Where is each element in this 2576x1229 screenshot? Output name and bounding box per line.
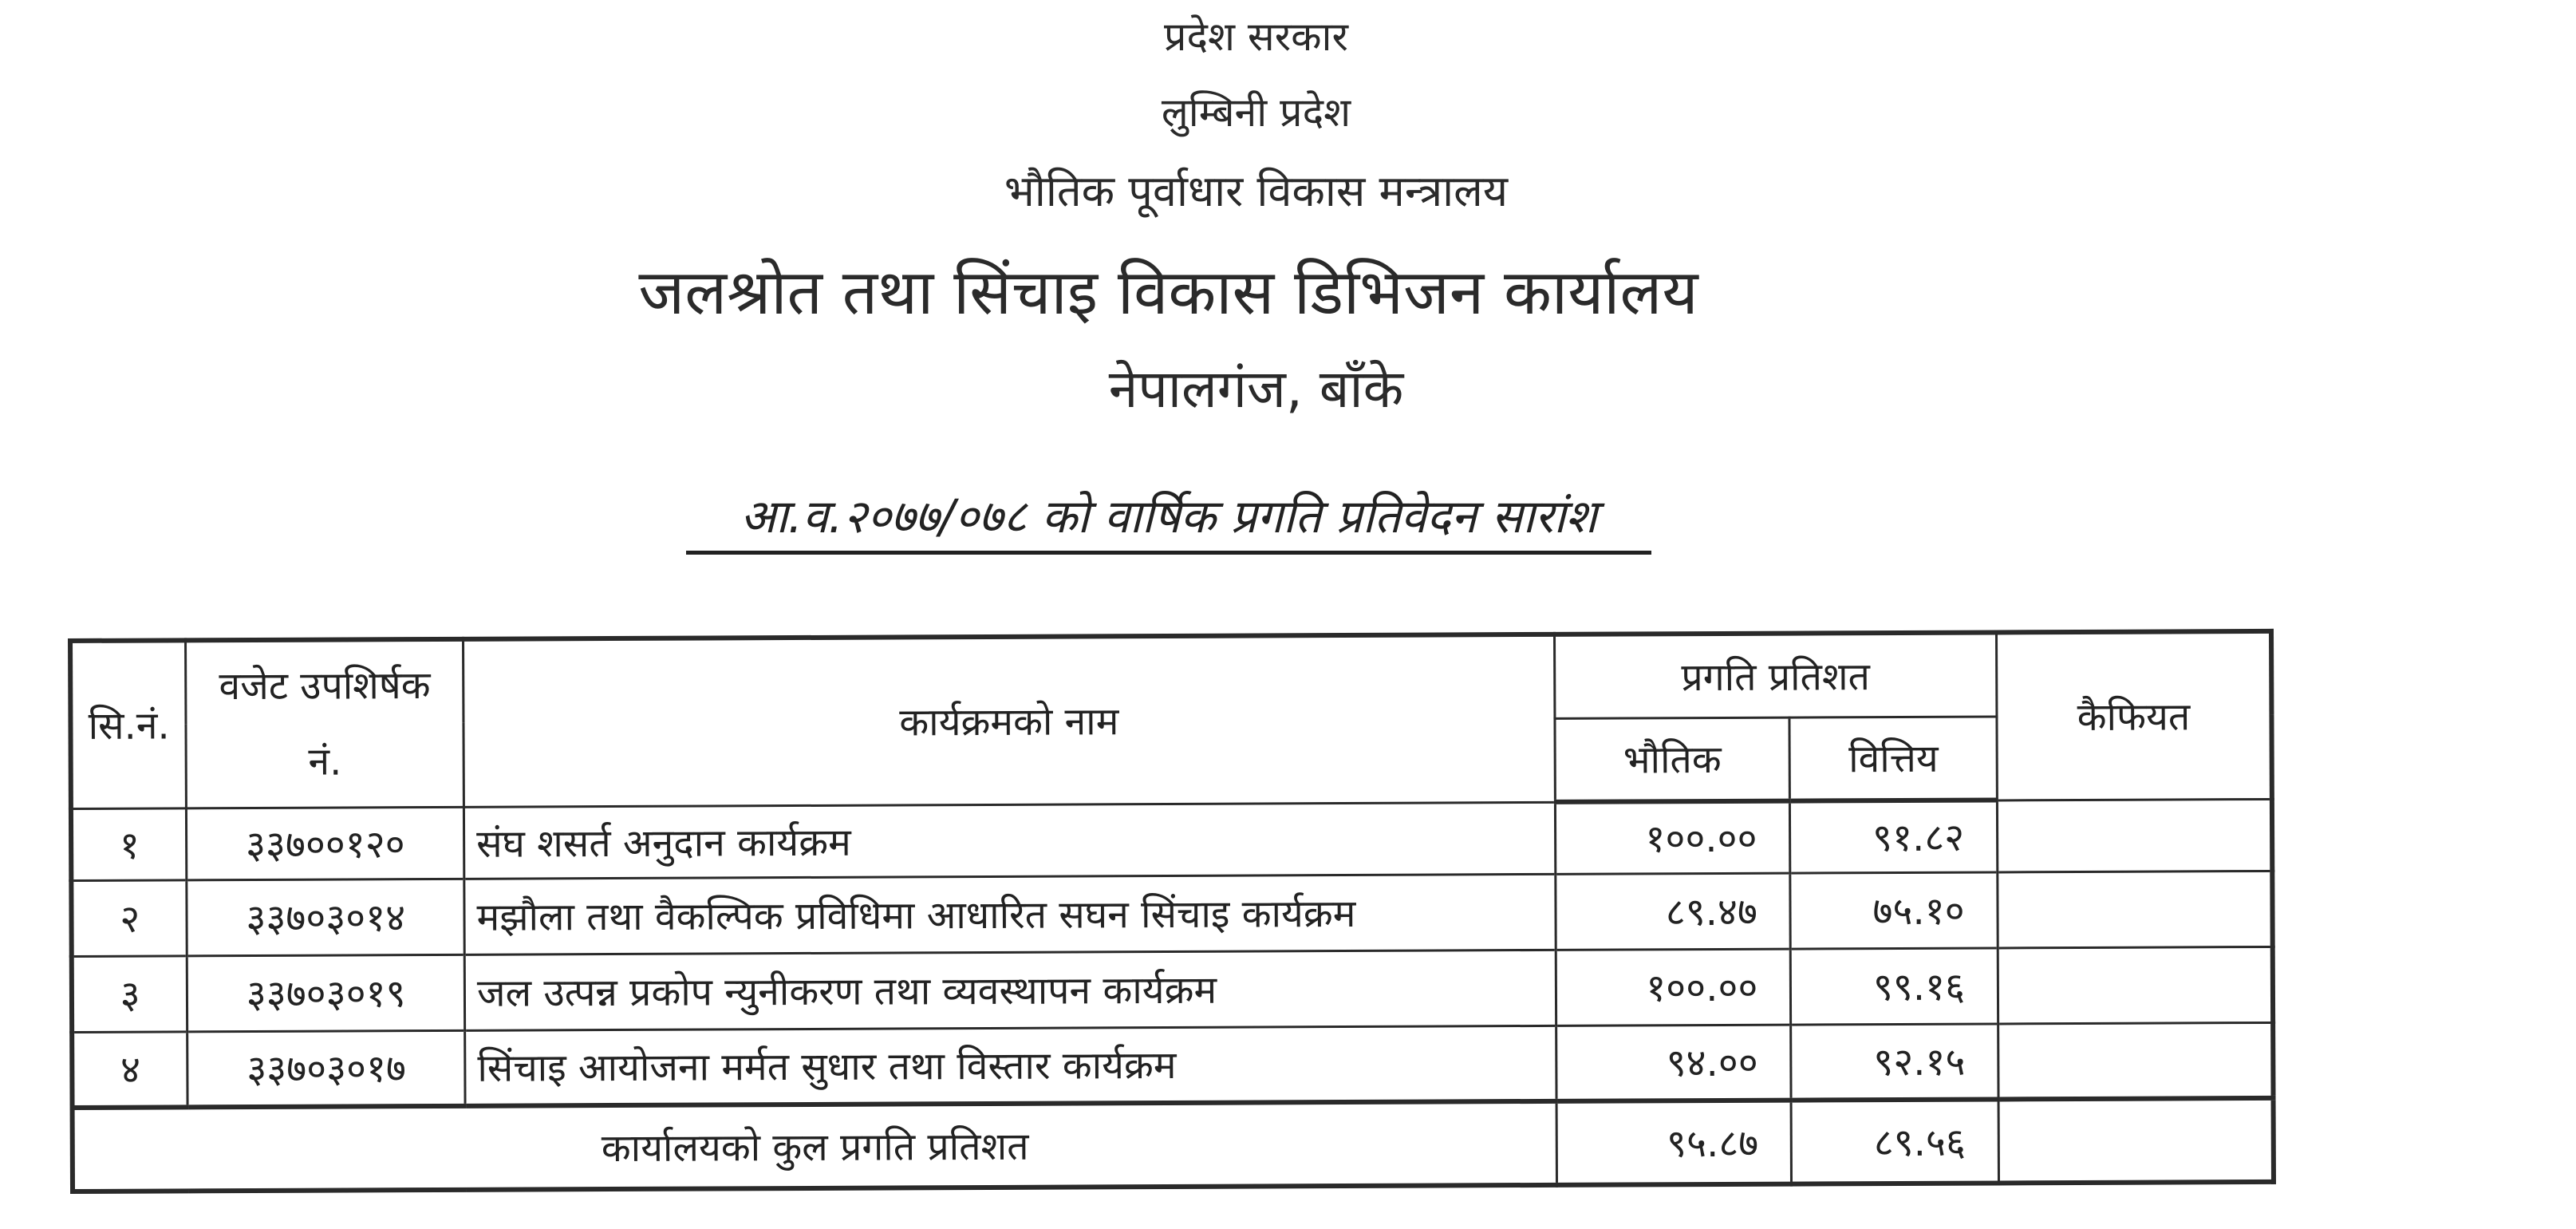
row-financial: ९१.८२ xyxy=(1789,800,1998,873)
row-name: संघ शसर्त अनुदान कार्यक्रम xyxy=(464,801,1556,879)
total-remarks xyxy=(1998,1097,2274,1184)
table-row: २ ३३७०३०१४ मझौला तथा वैकल्पिक प्रविधिमा … xyxy=(71,870,2273,956)
col-header-financial: वित्तिय xyxy=(1789,716,1998,801)
report-title: आ.व.२०७७/०७८ को वार्षिक प्रगति प्रतिवेदन… xyxy=(686,483,1651,555)
table-row: ३ ३३७०३०१९ जल उत्पन्न प्रकोप न्युनीकरण त… xyxy=(71,946,2274,1032)
row-physical: १००.०० xyxy=(1556,948,1792,1025)
row-code: ३३७०३०१४ xyxy=(187,878,465,956)
row-physical: ८९.४७ xyxy=(1555,872,1791,950)
ministry-label: भौतिक पूर्वाधार विकास मन्त्रालय xyxy=(1004,166,1509,216)
row-sn: ३ xyxy=(71,955,188,1032)
col-header-physical: भौतिक xyxy=(1554,717,1790,802)
col-header-sn: सि.नं. xyxy=(70,640,187,808)
row-sn: ४ xyxy=(72,1031,188,1108)
row-physical: १००.०० xyxy=(1555,800,1791,874)
row-name: सिंचाइ आयोजना मर्मत सुधार तथा विस्तार का… xyxy=(464,1025,1556,1106)
row-financial: ९९.१६ xyxy=(1790,947,1998,1025)
row-code: ३३७०३०१७ xyxy=(187,1029,466,1108)
total-physical: ९५.८७ xyxy=(1556,1100,1792,1185)
row-remarks xyxy=(1998,946,2274,1024)
row-code: ३३७००१२० xyxy=(186,806,464,880)
office-location: नेपालगंज, बाँके xyxy=(1108,358,1404,420)
row-remarks xyxy=(1998,1022,2274,1100)
total-row: कार्यालयको कुल प्रगति प्रतिशत ९५.८७ ८९.५… xyxy=(72,1097,2274,1191)
row-code: ३३७०३०१९ xyxy=(187,954,465,1032)
government-label: प्रदेश सरकार xyxy=(1164,14,1348,60)
row-name: मझौला तथा वैकल्पिक प्रविधिमा आधारित सघन … xyxy=(464,873,1556,954)
table-row: १ ३३७००१२० संघ शसर्त अनुदान कार्यक्रम १०… xyxy=(70,798,2273,880)
row-remarks xyxy=(1997,870,2273,948)
row-financial: ७५.१० xyxy=(1790,871,1998,949)
total-financial: ८९.५६ xyxy=(1791,1099,1999,1184)
col-header-remarks: कैफियत xyxy=(1996,630,2272,800)
row-financial: ९२.१५ xyxy=(1791,1023,1999,1101)
row-physical: ९४.०० xyxy=(1556,1024,1792,1101)
row-remarks xyxy=(1997,798,2273,872)
row-name: जल उत्पन्न प्रकोप न्युनीकरण तथा व्यवस्था… xyxy=(464,949,1556,1030)
province-label: लुम्बिनी प्रदेश xyxy=(1161,89,1351,136)
col-header-name: कार्यक्रमको नाम xyxy=(463,634,1556,807)
col-header-code: वजेट उपशिर्षक नं. xyxy=(185,638,464,808)
total-label: कार्यालयको कुल प्रगति प्रतिशत xyxy=(72,1101,1557,1191)
progress-summary-table: सि.नं. वजेट उपशिर्षक नं. कार्यक्रमको नाम… xyxy=(68,628,2277,1194)
office-title: जलश्रोत तथा सिंचाइ विकास डिभिजन कार्यालय xyxy=(638,257,1698,329)
table-row: ४ ३३७०३०१७ सिंचाइ आयोजना मर्मत सुधार तथा… xyxy=(72,1022,2274,1108)
col-header-progress: प्रगति प्रतिशत xyxy=(1554,632,1998,718)
row-sn: १ xyxy=(70,808,187,880)
row-sn: २ xyxy=(71,879,187,956)
